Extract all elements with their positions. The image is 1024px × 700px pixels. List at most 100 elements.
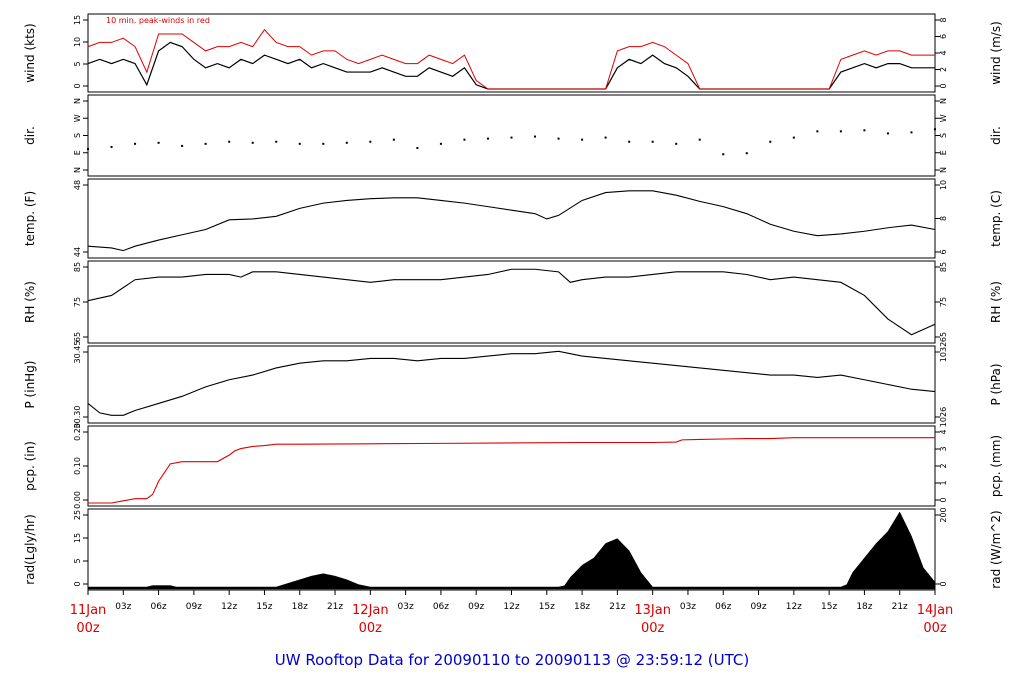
wind-tick-label-l: 15 [73,15,82,25]
x-tick-label: 18z [856,602,872,612]
pressure-tick-label-r: 1026 [939,407,948,427]
x-tick-label: 15z [821,602,837,612]
x-day-label: 12Jan [352,603,389,618]
dir-point [369,140,372,143]
x-tick-label: 09z [750,602,766,612]
wind-series-peak [87,28,935,90]
dir-point [604,136,607,139]
precip-line [88,437,935,504]
wind-tick-label-l: 5 [73,61,82,66]
radiation-area [87,511,936,590]
temp-frame [87,178,936,259]
temp-tick-label-l: 48 [73,180,82,190]
dir-point [486,137,489,140]
pressure-tick-label-l: 30.30 [73,406,82,429]
dir-point [839,130,842,133]
precip-tick-label-r: 1 [939,480,948,485]
x-tick-label: 12z [503,602,519,612]
dir-point [87,148,89,151]
dir-ylabel-right: dir. [989,126,1003,145]
precip-tick-label-r: 0 [939,497,948,502]
x-day-time-label: 00z [641,621,665,636]
temp-ylabel-right: temp. (C) [989,190,1003,247]
precip-tick-label-r: 2 [939,463,948,468]
wind-tick-label-l: 10 [73,37,82,47]
x-tick-label: 21z [609,602,625,612]
dir-point [934,128,936,131]
x-day-time-label: 00z [359,621,383,636]
dir-point [134,142,137,145]
dir-tick-label-l: N [73,98,82,104]
dir-tick-label-r: N [939,167,948,173]
wind-tick-label-l: 0 [73,83,82,88]
dir-frame [87,94,936,177]
temp-tick-label-r: 8 [939,216,948,221]
precip-tick-label-l: 0.10 [73,457,82,475]
dir-point [322,142,325,145]
dir-tick-label-l: N [73,167,82,173]
x-tick-label: 15z [256,602,272,612]
dir-tick-label-r: N [939,98,948,104]
dir-point [157,141,160,144]
radiation-tick-label-r: 0 [939,581,948,586]
precip-tick-label-r: 3 [939,446,948,451]
dir-point [228,140,231,143]
wind-series-mean [87,41,935,90]
dir-point [110,145,113,148]
dir-point [863,129,866,132]
dir-tick-label-r: S [939,133,948,138]
rh-tick-label-r: 65 [939,332,948,342]
x-tick-label: 06z [715,602,731,612]
dir-point [204,142,207,145]
x-tick-label: 06z [433,602,449,612]
x-tick-label: 06z [150,602,166,612]
x-tick-label: 21z [892,602,908,612]
x-tick-label: 18z [292,602,308,612]
x-tick-label: 09z [468,602,484,612]
x-tick-label: 03z [115,602,131,612]
x-tick-label: 12z [786,602,802,612]
x-tick-label: 12z [221,602,237,612]
pressure-ylabel-right: P (hPa) [989,363,1003,405]
dir-point [886,132,889,135]
x-tick-label: 03z [398,602,414,612]
dir-point [581,138,584,141]
wind-annotation: 10 min. peak-winds in red [106,16,210,25]
dir-point [816,130,819,133]
x-day-label: 11Jan [70,603,107,618]
rh-line [87,268,936,336]
dir-ylabel-left: dir. [23,126,37,145]
wind-tick-label-r: 8 [939,17,948,22]
rh-tick-label-r: 75 [939,297,948,307]
radiation-ylabel-right: rad (W/m^2) [989,510,1003,588]
pressure-line [87,350,936,416]
pressure-tick-label-l: 30.45 [73,341,82,364]
dir-point [463,138,466,141]
temp-ylabel-left: temp. (F) [23,191,37,246]
temp-tick-label-l: 44 [73,247,82,257]
dir-point [345,141,348,144]
dir-point [510,136,513,139]
dir-point [651,140,654,143]
dir-point [557,137,560,140]
radiation-frame [87,508,936,591]
pressure-frame [87,345,936,424]
x-day-time-label: 00z [923,621,947,636]
rh-ylabel-left: RH (%) [23,281,37,323]
wind-tick-label-r: 6 [939,34,948,39]
wind-tick-label-r: 0 [939,83,948,88]
precip-tick-label-r: 4 [939,429,948,434]
dir-point [628,140,631,143]
rh-tick-label-l: 85 [73,262,82,272]
rh-ylabel-right: RH (%) [989,281,1003,323]
precip-tick-label-l: 0.00 [73,491,82,509]
dir-point [745,152,748,155]
dir-tick-label-l: S [73,133,82,138]
radiation-ylabel-left: rad(Lgly/hr) [23,514,37,585]
x-tick-label: 09z [186,602,202,612]
dir-point [392,138,395,141]
dir-point [534,135,537,138]
wind-tick-label-r: 2 [939,67,948,72]
